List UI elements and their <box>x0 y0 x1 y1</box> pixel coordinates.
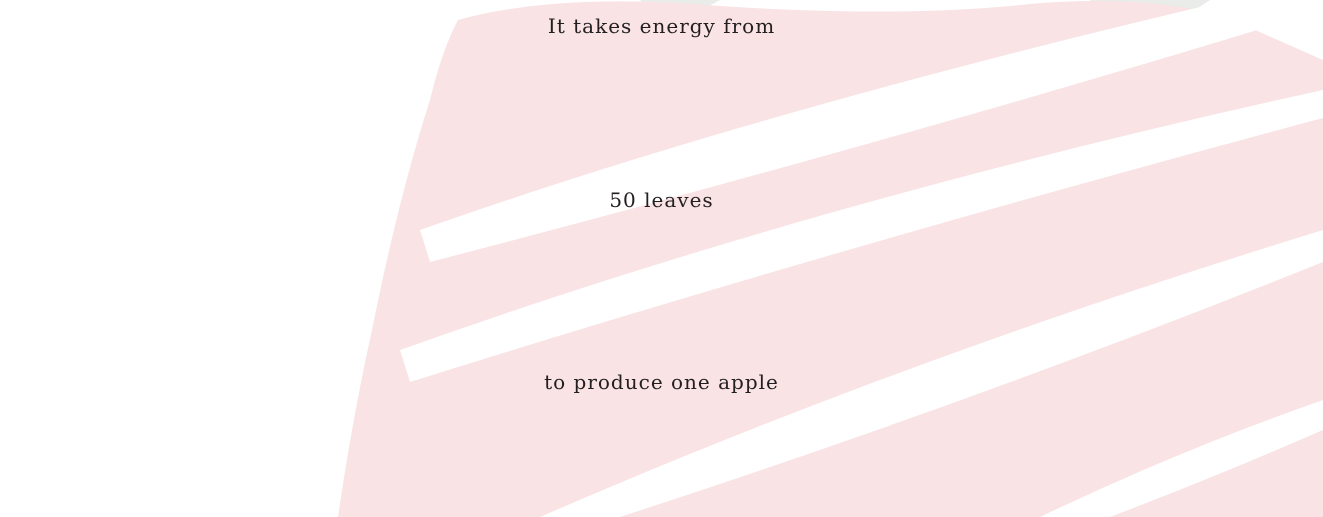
white-brush-stroke-4 <box>1040 400 1323 517</box>
quote-line-2: 50 leaves <box>609 188 714 212</box>
white-brush-stroke-2 <box>400 90 1323 382</box>
quote-line-1: It takes energy from <box>547 14 776 38</box>
white-brush-stroke-1 <box>420 0 1323 262</box>
apple-shape <box>338 1 1323 517</box>
white-brush-stroke-3 <box>540 230 1323 517</box>
quote-line-3: to produce one apple <box>544 370 779 394</box>
